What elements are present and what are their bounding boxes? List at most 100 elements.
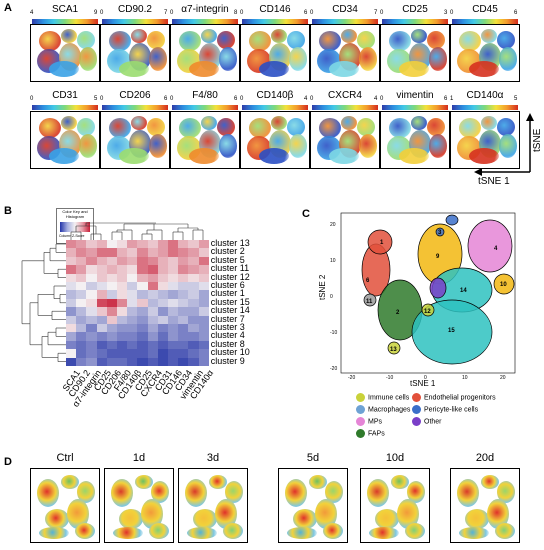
heatmap-cell — [86, 248, 97, 258]
heatmap-cell — [96, 324, 108, 333]
heatmap-cell — [96, 282, 108, 291]
tsne-point-cloud — [329, 61, 359, 77]
heatmap-cell — [76, 282, 87, 291]
heatmap-cell — [168, 265, 179, 274]
heatmap-cell — [157, 290, 169, 300]
heatmap-dendrogram — [21, 243, 66, 362]
scale-min-value: 1 — [450, 96, 454, 102]
heatmap-cell — [157, 282, 169, 291]
density-blob — [135, 475, 153, 489]
heatmap-cell — [66, 298, 77, 308]
marker-color-scale — [382, 19, 448, 24]
marker-color-scale — [242, 105, 308, 110]
heatmap-cell — [66, 248, 77, 258]
heatmap-cell — [96, 340, 108, 350]
heatmap-cell — [86, 324, 97, 333]
density-blob — [465, 509, 489, 529]
heatmap-cell — [188, 332, 199, 342]
heatmap-cell — [188, 282, 199, 291]
heatmap-cell — [76, 290, 87, 300]
heatmap-row-label: cluster 12 — [210, 271, 250, 282]
marker-color-scale — [172, 105, 238, 110]
heatmap-row-label: cluster 4 — [210, 330, 245, 341]
scale-max-value: 6 — [304, 10, 308, 16]
marker-tsne-panel — [450, 111, 520, 169]
heatmap-cell — [188, 298, 199, 308]
legend-item: Other — [412, 417, 442, 426]
cluster-region — [363, 293, 377, 307]
density-blob — [285, 479, 307, 507]
marker-color-scale — [172, 19, 238, 24]
tsne-point-cloud — [149, 47, 167, 71]
heatmap-cell — [168, 248, 179, 258]
heatmap-row-label: cluster 7 — [210, 313, 245, 324]
panel-c-xtick: -10 — [386, 375, 394, 381]
heatmap-cell — [147, 357, 159, 367]
density-blob — [209, 475, 227, 489]
heatmap-cell — [117, 315, 128, 325]
legend-item: Pericyte-like cells — [412, 405, 478, 414]
heatmap-cell — [147, 265, 159, 274]
cluster-number-label: 6 — [366, 278, 370, 284]
heatmap-cell — [96, 265, 108, 274]
tsne-point-cloud — [189, 148, 219, 164]
heatmap-cell — [168, 298, 179, 308]
tsne-point-cloud — [411, 29, 427, 43]
heatmap-row-label: cluster 9 — [210, 355, 245, 366]
heatmap-cell — [106, 357, 118, 367]
heatmap-cell — [127, 315, 138, 325]
heatmap-cell — [198, 340, 210, 350]
legend-label: MPs — [368, 418, 382, 426]
heatmap-cell — [188, 256, 199, 266]
heatmap-cell — [178, 340, 189, 350]
heatmap-cell — [157, 315, 169, 325]
scale-min-value: 0 — [380, 10, 384, 16]
color-key-title: Color Key and Histogram — [62, 209, 88, 219]
heatmap-cell — [198, 315, 210, 325]
heatmap-cell — [168, 273, 179, 283]
heatmap-cell — [198, 282, 210, 291]
heatmap-cell — [66, 307, 77, 316]
marker-color-scale — [312, 19, 378, 24]
scale-min-value: 0 — [240, 10, 244, 16]
scale-max-value: 6 — [164, 96, 168, 102]
heatmap-cell — [137, 357, 148, 367]
heatmap-cell — [106, 256, 118, 266]
heatmap-cell — [127, 265, 138, 274]
tsne-point-cloud — [341, 29, 357, 43]
legend-item: FAPs — [356, 429, 385, 438]
scale-max-value: 5 — [94, 96, 98, 102]
tsne-point-cloud — [61, 116, 77, 130]
heatmap-cell — [178, 282, 189, 291]
tsne-point-cloud — [109, 118, 131, 138]
density-blob — [45, 509, 69, 529]
heatmap-cell — [147, 240, 159, 249]
density-blob — [113, 527, 143, 539]
heatmap-cell — [117, 265, 128, 274]
heatmap-cell — [106, 324, 118, 333]
heatmap-cell — [76, 340, 87, 350]
density-blob — [215, 499, 237, 529]
heatmap-cell — [117, 256, 128, 266]
scale-max-value: 4 — [374, 96, 378, 102]
heatmap-cell — [198, 273, 210, 283]
tsne-point-cloud — [389, 118, 411, 138]
heatmap-row-label: cluster 5 — [210, 254, 245, 265]
heatmap-cell — [168, 282, 179, 291]
panel-d-label: D — [4, 456, 12, 468]
tsne-point-cloud — [319, 31, 341, 51]
legend-swatch — [356, 405, 365, 414]
timepoint-density-panel — [30, 468, 100, 543]
heatmap-cell — [106, 307, 118, 316]
heatmap-cell — [137, 273, 148, 283]
scale-min-value: 4 — [30, 10, 34, 16]
timepoint-title: 1d — [132, 452, 146, 464]
panel-c-ytick: 10 — [330, 258, 336, 264]
tsne-point-cloud — [469, 148, 499, 164]
cluster-region — [445, 214, 459, 226]
tsne-point-cloud — [49, 148, 79, 164]
marker-tsne-panel — [100, 111, 170, 169]
heatmap-cell — [198, 324, 210, 333]
scale-max-value: 7 — [374, 10, 378, 16]
heatmap-cell — [188, 349, 199, 358]
